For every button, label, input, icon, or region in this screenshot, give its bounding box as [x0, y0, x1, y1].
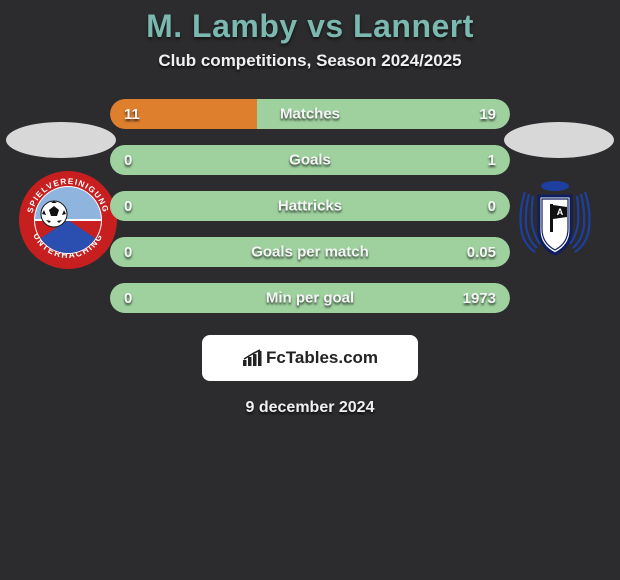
footer-brand-card: FcTables.com	[202, 335, 418, 381]
arminia-crest-icon: A	[505, 170, 605, 270]
stats-rows: 11 Matches 19 0 Goals 1 0 Hattricks 0 0 Goals per …	[110, 99, 510, 313]
footer-date: 9 december 2024	[0, 399, 620, 417]
stat-value-right: 0	[450, 198, 510, 215]
player-photo-right	[504, 122, 614, 158]
stat-value-right: 1	[450, 152, 510, 169]
stat-row: 0 Goals per match 0.05	[110, 237, 510, 267]
stat-row: 0 Hattricks 0	[110, 191, 510, 221]
stat-row: 0 Goals 1	[110, 145, 510, 175]
stat-label: Hattricks	[278, 198, 342, 215]
stat-value-left: 0	[110, 198, 170, 215]
stat-value-left: 0	[110, 290, 170, 307]
stat-value-left: 11	[110, 106, 170, 123]
unterhaching-crest-icon: SPIELVEREINIGUNG UNTERHACHING	[18, 170, 118, 270]
page-subtitle: Club competitions, Season 2024/2025	[0, 51, 620, 71]
club-badge-left: SPIELVEREINIGUNG UNTERHACHING	[18, 170, 118, 270]
stat-label: Goals per match	[251, 244, 369, 261]
stat-label: Goals	[289, 152, 331, 169]
stat-value-left: 0	[110, 244, 170, 261]
stat-row: 0 Min per goal 1973	[110, 283, 510, 313]
page-title: M. Lamby vs Lannert	[0, 8, 620, 45]
stat-label: Matches	[280, 106, 340, 123]
club-badge-right: A	[505, 170, 605, 270]
bar-chart-icon	[242, 349, 264, 367]
stat-row: 11 Matches 19	[110, 99, 510, 129]
stat-value-left: 0	[110, 152, 170, 169]
stat-value-right: 1973	[449, 290, 510, 307]
stat-value-right: 0.05	[450, 244, 510, 261]
stat-value-right: 19	[450, 106, 510, 123]
stat-label: Min per goal	[266, 290, 354, 307]
svg-text:A: A	[557, 207, 564, 217]
player-photo-left	[6, 122, 116, 158]
footer-brand-text: FcTables.com	[266, 348, 378, 368]
